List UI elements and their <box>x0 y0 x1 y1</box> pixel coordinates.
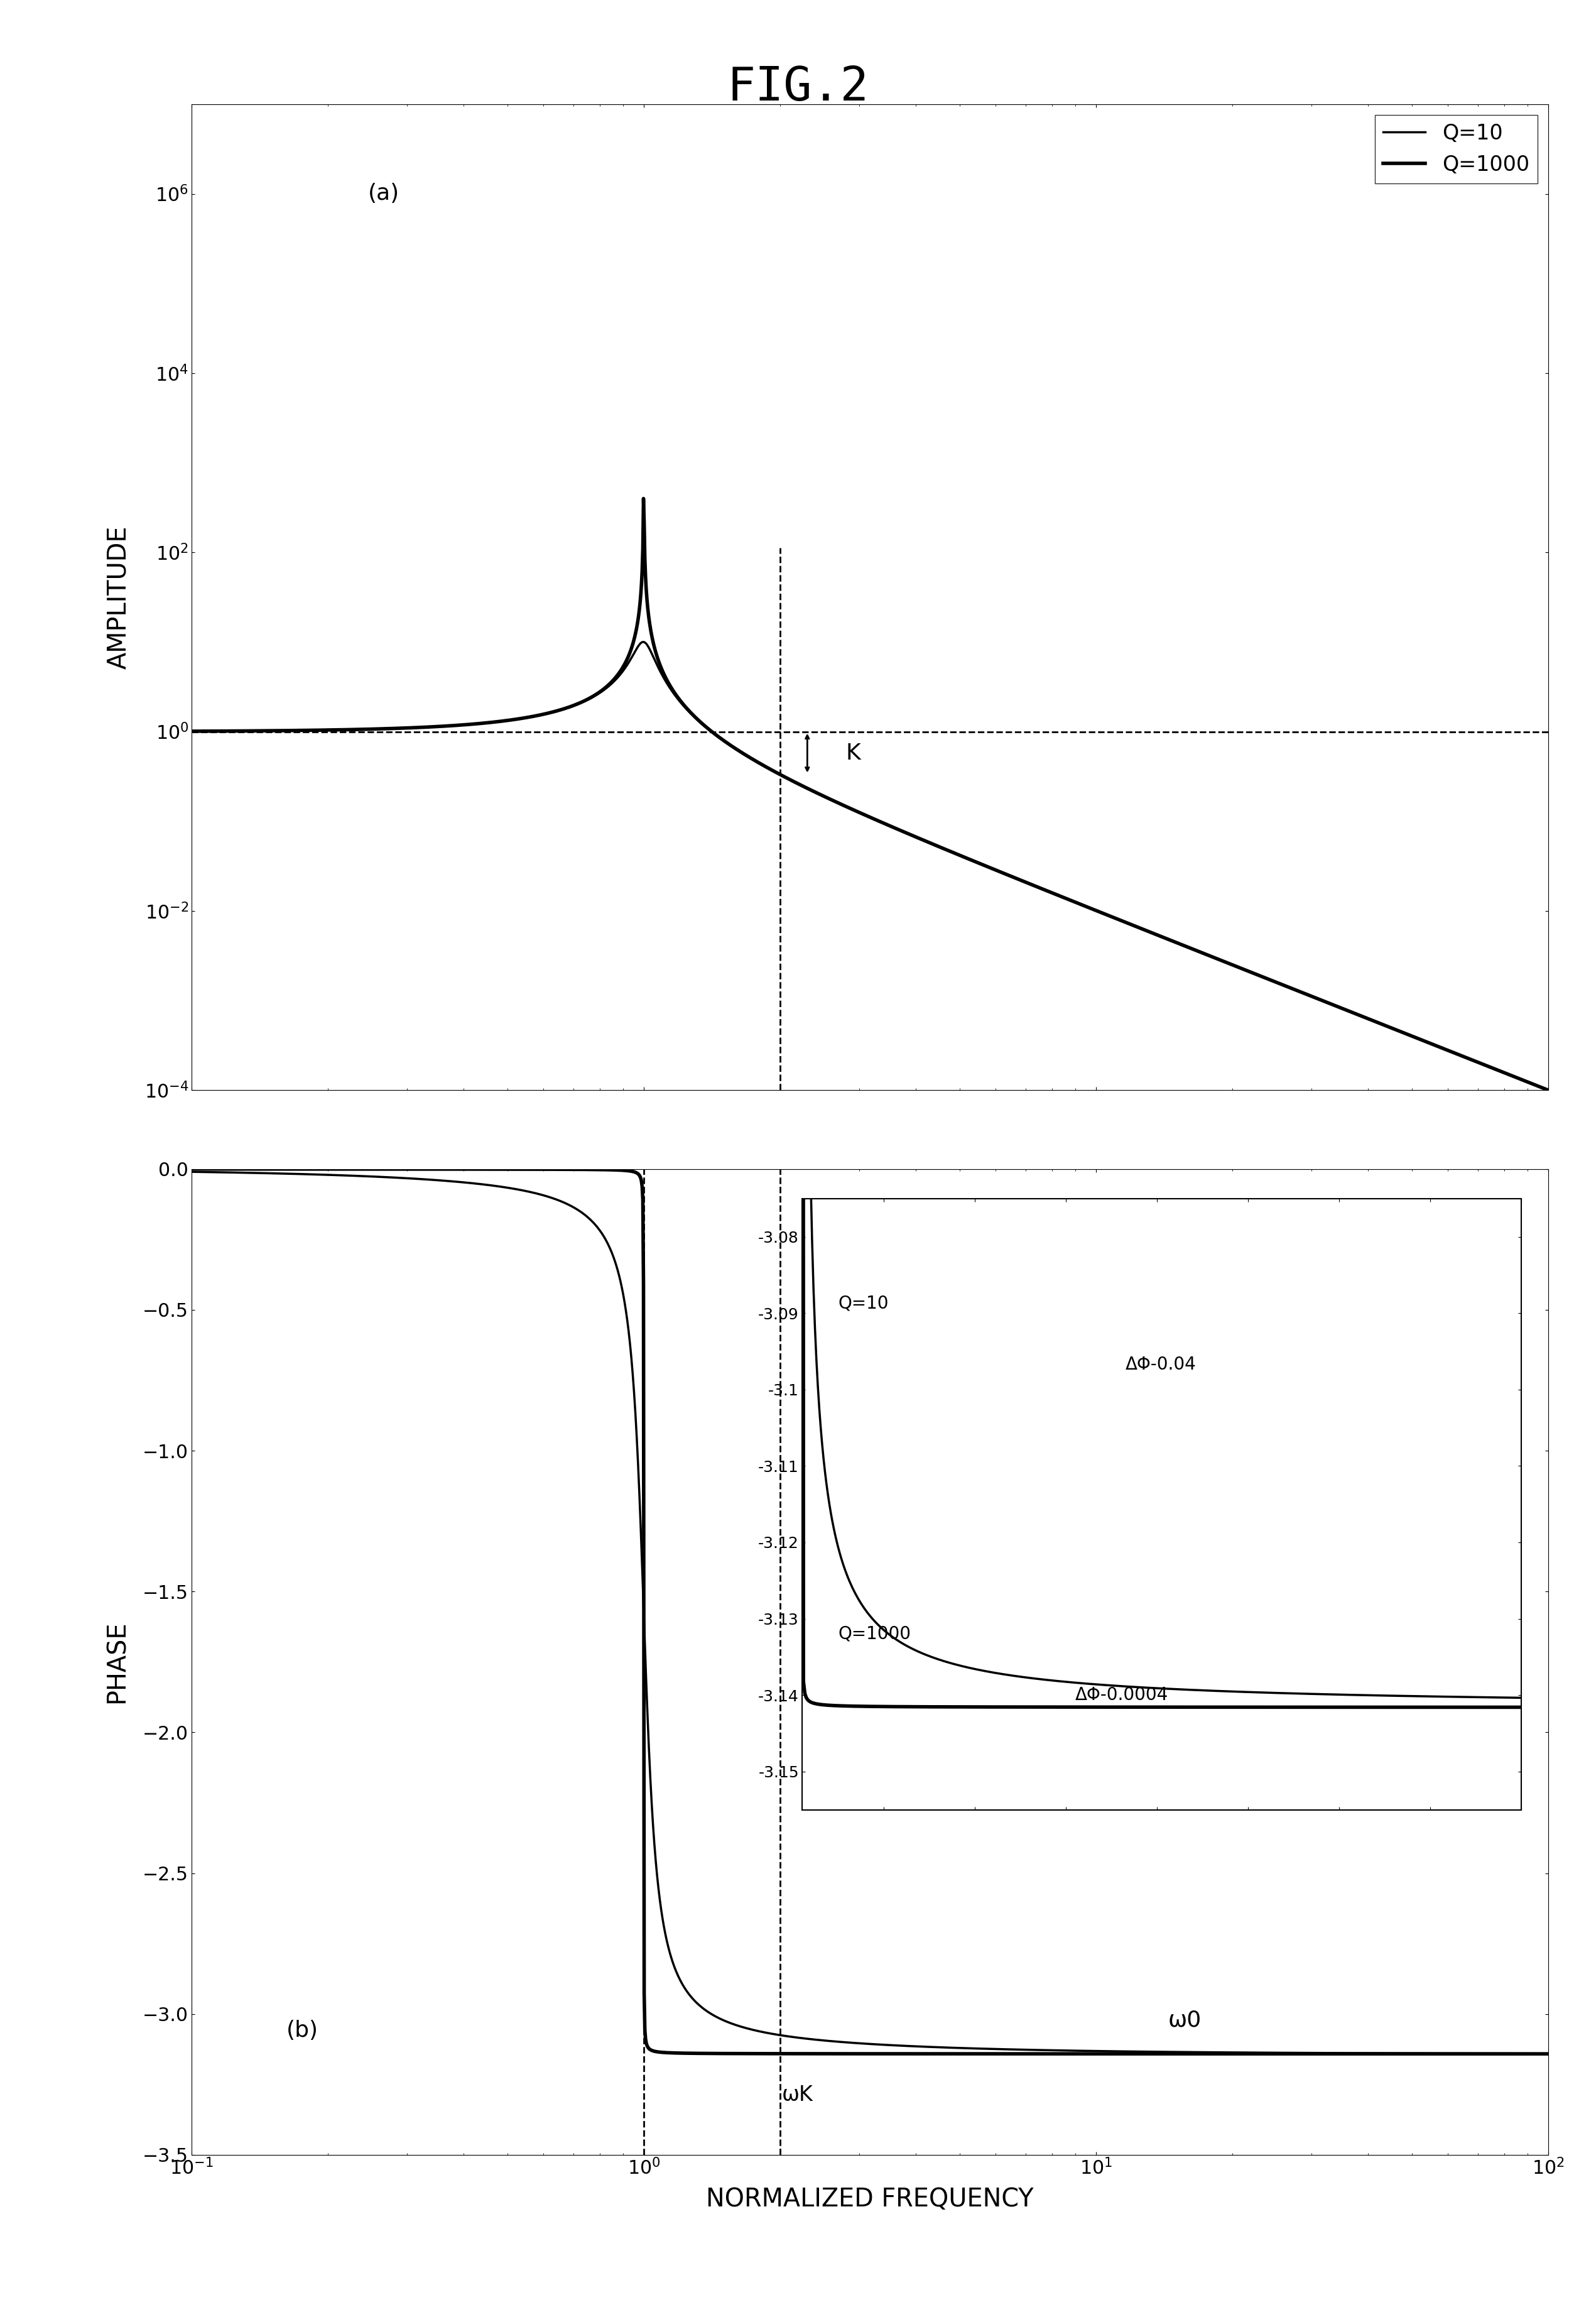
Y-axis label: PHASE: PHASE <box>104 1620 129 1703</box>
Text: ωK: ωK <box>782 2085 812 2104</box>
Y-axis label: AMPLITUDE: AMPLITUDE <box>105 526 131 670</box>
Text: (a): (a) <box>367 183 399 204</box>
Text: (b): (b) <box>287 2020 319 2041</box>
Text: ω0: ω0 <box>1168 2009 1202 2032</box>
X-axis label: NORMALIZED FREQUENCY: NORMALIZED FREQUENCY <box>705 2187 1034 2213</box>
Legend: Q=10, Q=1000: Q=10, Q=1000 <box>1374 116 1537 183</box>
Text: K: K <box>846 741 860 765</box>
Text: FIG.2: FIG.2 <box>728 65 868 111</box>
